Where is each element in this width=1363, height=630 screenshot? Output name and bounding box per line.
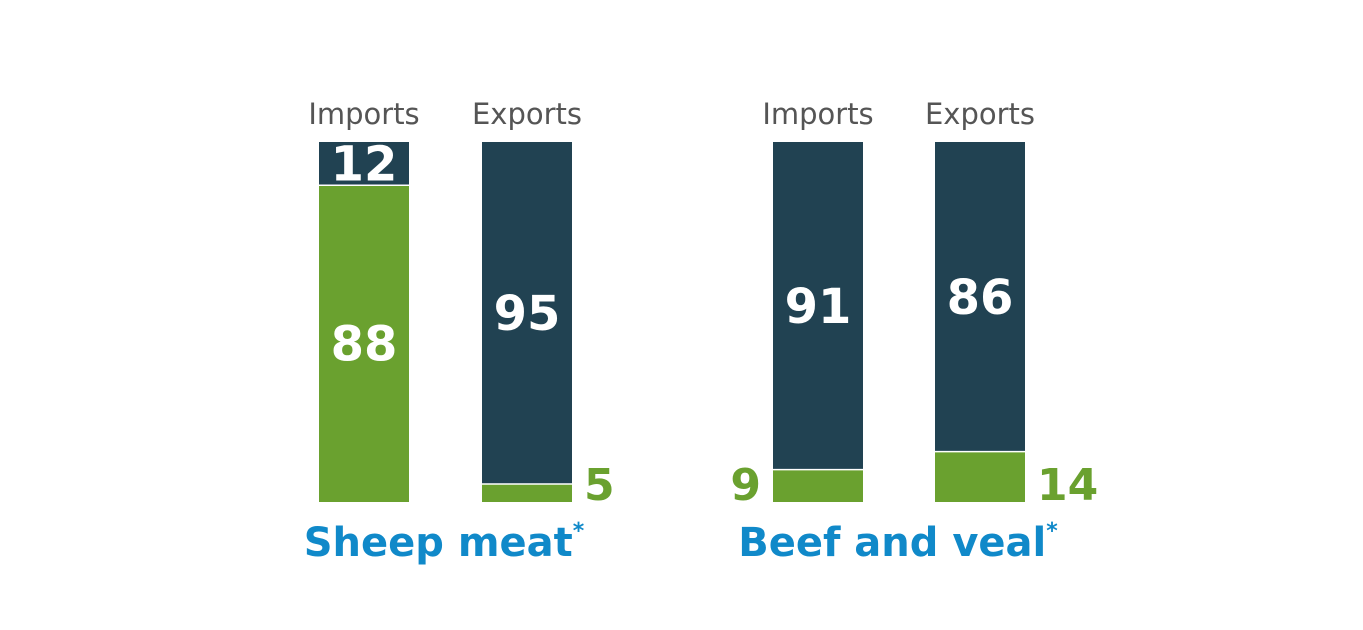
group-label-text-beef-and-veal: Beef and veal [738, 520, 1046, 566]
bar-green-beef-and-veal-exports [935, 451, 1025, 502]
value-green-sheep-meat-imports: 88 [331, 317, 398, 373]
value-dark-beef-and-veal-exports: 86 [947, 270, 1014, 326]
bar-dark-beef-and-veal-exports [935, 142, 1025, 452]
bar-green-beef-and-veal-imports [773, 469, 863, 502]
bar-label-beef-and-veal-exports: Exports [925, 97, 1035, 131]
group-label-asterisk-sheep-meat: * [573, 519, 585, 544]
bar-label-sheep-meat-exports: Exports [472, 97, 582, 131]
value-dark-beef-and-veal-imports: 91 [785, 279, 852, 335]
value-green-beef-and-veal-imports: 9 [730, 460, 761, 511]
value-green-sheep-meat-exports: 5 [584, 460, 615, 511]
bar-dark-sheep-meat-imports [319, 142, 409, 186]
value-dark-sheep-meat-exports: 95 [494, 286, 561, 342]
bar-label-sheep-meat-imports: Imports [308, 97, 419, 131]
bar-label-beef-and-veal-imports: Imports [762, 97, 873, 131]
group-label-beef-and-veal: Beef and veal* [738, 519, 1058, 566]
bar-dark-beef-and-veal-imports [773, 142, 863, 470]
bar-green-sheep-meat-exports [482, 484, 572, 502]
value-green-beef-and-veal-exports: 14 [1037, 460, 1098, 511]
bar-green-sheep-meat-imports [319, 185, 409, 502]
value-dark-sheep-meat-imports: 12 [331, 137, 398, 193]
group-label-sheep-meat: Sheep meat* [304, 519, 585, 566]
group-label-text-sheep-meat: Sheep meat [304, 520, 573, 566]
group-label-asterisk-beef-and-veal: * [1046, 519, 1058, 544]
bar-dark-sheep-meat-exports [482, 142, 572, 484]
